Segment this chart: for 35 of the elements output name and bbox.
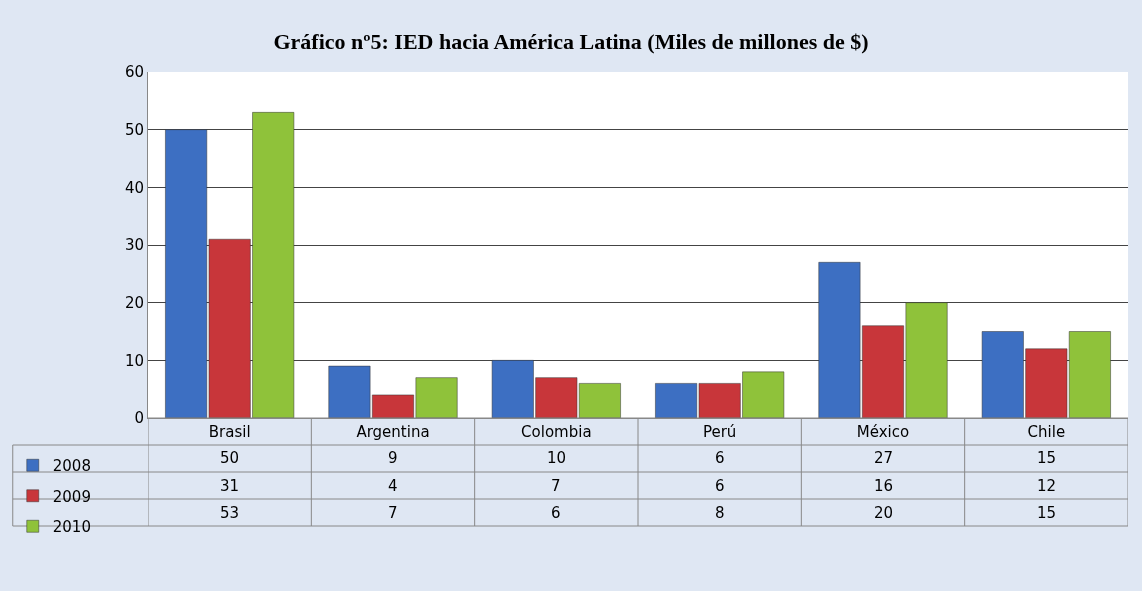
y-tick-label: 30: [124, 236, 144, 255]
x-tick-label: México: [856, 423, 910, 441]
data-label: 6: [551, 504, 561, 522]
data-label: 6: [715, 477, 725, 495]
x-tick-label: Colombia: [521, 423, 592, 441]
x-tick-label: Chile: [1027, 423, 1066, 441]
legend-label: 2008: [52, 457, 91, 476]
x-tick-label: Argentina: [356, 423, 430, 441]
data-label: 15: [1037, 504, 1057, 522]
y-tick-label: 10: [124, 351, 144, 370]
data-label: 10: [547, 449, 567, 467]
data-label: 7: [388, 504, 398, 522]
data-label: 31: [220, 477, 240, 495]
y-tick-label: 20: [124, 293, 144, 312]
y-tick-label: 60: [124, 63, 144, 82]
x-tick-label: Brasil: [208, 423, 251, 441]
data-label: 16: [874, 477, 894, 495]
data-label: 7: [551, 477, 561, 495]
data-label: 9: [388, 449, 398, 467]
data-label: 15: [1037, 449, 1057, 467]
y-tick-label: 50: [124, 120, 144, 139]
data-label: 6: [715, 449, 725, 467]
data-label: 53: [220, 504, 240, 522]
chart-title: Gráfico nº5: IED hacia América Latina (Miles de millones de $): [273, 29, 869, 55]
data-label: 27: [874, 449, 894, 467]
y-tick-label: 0: [134, 409, 144, 428]
x-tick-label: Perú: [702, 423, 737, 441]
y-tick-label: 40: [124, 178, 144, 197]
legend-label: 2009: [52, 487, 91, 506]
data-label: 8: [715, 504, 725, 522]
data-label: 20: [874, 504, 894, 522]
data-label: 50: [220, 449, 240, 467]
data-label: 12: [1037, 477, 1057, 495]
data-label: 4: [388, 477, 398, 495]
legend-label: 2010: [52, 518, 91, 537]
